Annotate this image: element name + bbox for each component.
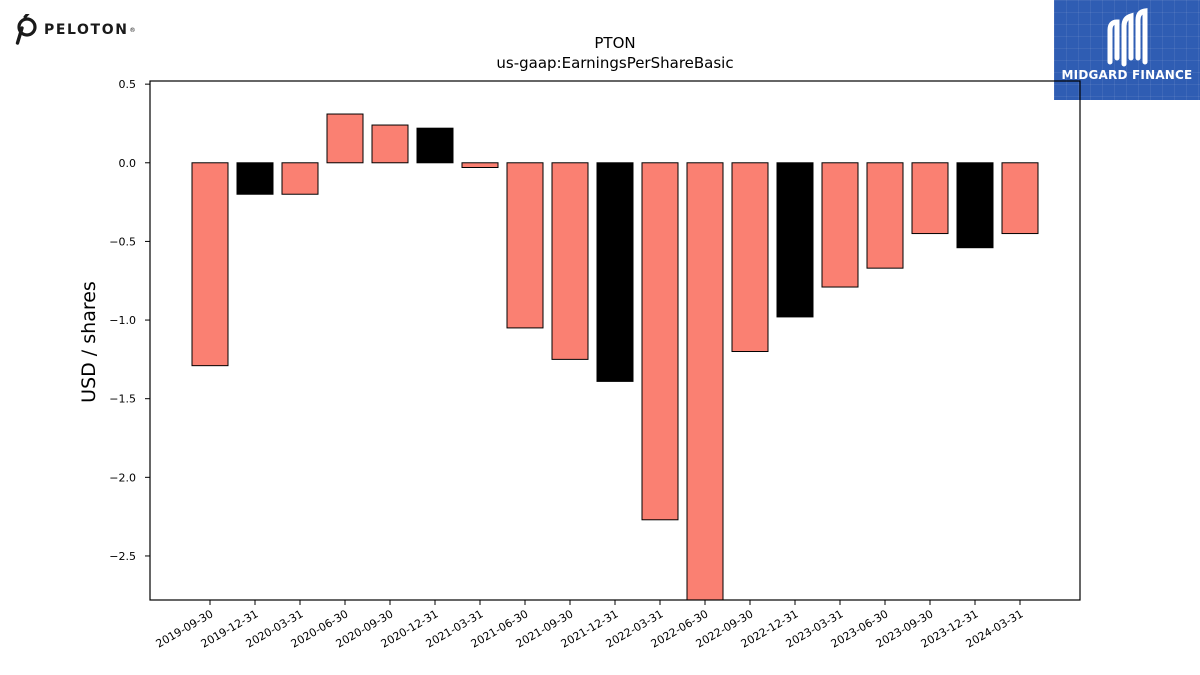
bar-2021-12-31	[596, 162, 634, 382]
y-tick-label: −2.5	[109, 550, 136, 563]
midgard-finance-logo: MIDGARD FINANCE	[1054, 0, 1200, 100]
y-tick-label: 0.5	[119, 78, 137, 91]
bar-2020-03-31	[281, 162, 319, 195]
y-tick-label: −2.0	[109, 471, 136, 484]
bar-2021-03-31	[461, 162, 499, 168]
bar-2019-12-31	[236, 162, 274, 195]
x-axis: 2019-09-302019-12-312020-03-312020-06-30…	[154, 600, 1026, 651]
midgard-wordmark: MIDGARD FINANCE	[1061, 68, 1193, 82]
y-tick-label: −1.0	[109, 314, 136, 327]
peloton-wordmark: PELOTON	[44, 22, 129, 38]
bar-2020-12-31	[416, 127, 454, 164]
bars-group	[191, 113, 1039, 601]
bar-2023-09-30	[911, 162, 949, 235]
bar-2022-03-31	[641, 162, 679, 521]
peloton-p-icon	[15, 14, 37, 45]
y-tick-label: −0.5	[109, 235, 136, 248]
bar-2022-09-30	[731, 162, 769, 353]
bar-2023-12-31	[956, 162, 994, 249]
bar-2022-12-31	[776, 162, 814, 318]
bar-2020-06-30	[326, 113, 364, 164]
bar-2023-06-30	[866, 162, 904, 269]
y-tick-label: −1.5	[109, 393, 136, 406]
peloton-logo: PELOTON ®	[14, 14, 136, 46]
plot-frame	[149, 80, 1081, 601]
y-axis: 0.5 0.0 −0.5 −1.0 −1.5 −2.0 −2.5	[109, 78, 150, 563]
bar-2021-09-30	[551, 162, 589, 360]
bar-2019-09-30	[191, 162, 229, 367]
bar-2023-03-31	[821, 162, 859, 288]
bar-2024-03-31	[1001, 162, 1039, 235]
midgard-m-icon	[1107, 8, 1148, 67]
y-axis-label: USD / shares	[78, 281, 100, 403]
chart-subtitle: us-gaap:EarningsPerShareBasic	[496, 54, 733, 72]
y-tick-label: 0.0	[119, 157, 137, 170]
bar-2022-06-30	[686, 162, 724, 601]
bar-2021-06-30	[506, 162, 544, 329]
chart-title: PTON	[594, 34, 635, 52]
bar-2020-09-30	[371, 124, 409, 164]
